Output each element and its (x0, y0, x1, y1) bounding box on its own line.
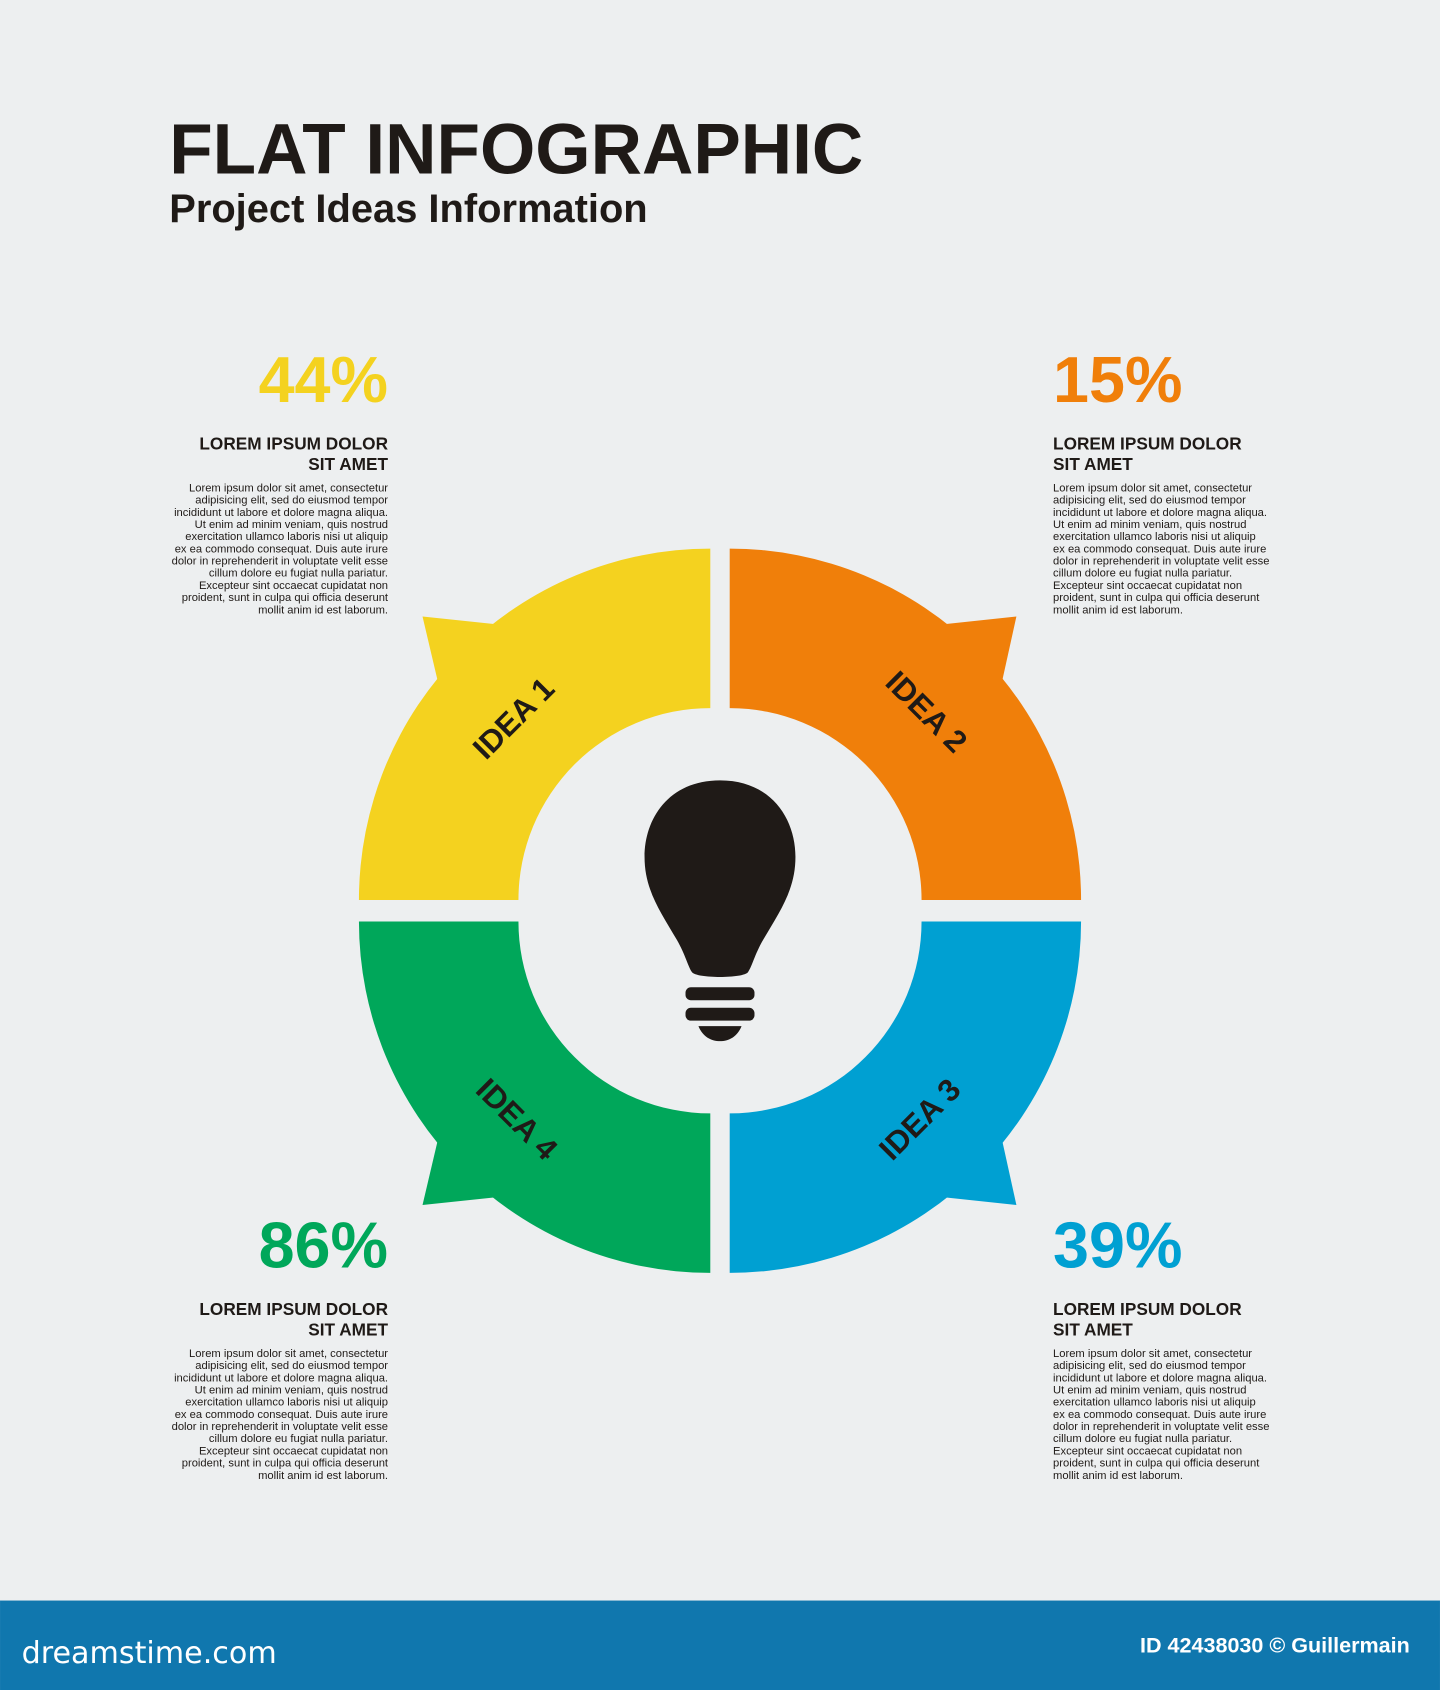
body-text-line: mollit anim id est laborum. (258, 604, 388, 616)
body-text-line: proident, sunt in culpa qui officia dese… (1053, 592, 1260, 604)
body-text-line: Ut enim ad minim veniam, quis nostrud (195, 1384, 388, 1396)
block-heading: SIT AMET (1053, 454, 1133, 474)
segment-idea-4: IDEA 4 (358, 921, 711, 1273)
lightbulb-icon (644, 780, 796, 1042)
body-text-line: Excepteur sint occaecat cupidatat non (1053, 1445, 1242, 1457)
body-text-line: proident, sunt in culpa qui officia dese… (1053, 1458, 1260, 1470)
body-text-line: cillum dolore eu fugiat nulla pariatur. (209, 568, 388, 580)
block-heading: LOREM IPSUM DOLOR (199, 1299, 388, 1319)
block-heading: SIT AMET (308, 1319, 388, 1339)
arrow-pointer (422, 616, 505, 690)
segment-arc (358, 548, 711, 900)
body-text-line: incididunt ut labore et dolore magna ali… (1053, 1372, 1267, 1384)
body-text-line: Excepteur sint occaecat cupidatat non (199, 580, 388, 592)
page-subtitle: Project Ideas Information (169, 187, 647, 231)
body-text-line: mollit anim id est laborum. (1053, 1470, 1183, 1482)
body-text-line: mollit anim id est laborum. (1053, 604, 1183, 616)
body-text-line: cillum dolore eu fugiat nulla pariatur. (1053, 1433, 1232, 1445)
body-text-line: adipisicing elit, sed do eiusmod tempor (195, 1360, 388, 1372)
body-text-line: incididunt ut labore et dolore magna ali… (174, 1372, 388, 1384)
page-title: FLAT INFOGRAPHIC (169, 111, 863, 190)
body-text-line: cillum dolore eu fugiat nulla pariatur. (1053, 568, 1232, 580)
body-text-line: Ut enim ad minim veniam, quis nostrud (1053, 1384, 1246, 1396)
body-text-line: Ut enim ad minim veniam, quis nostrud (1053, 519, 1246, 531)
segment-idea-1: IDEA 1 (358, 548, 711, 900)
percent-value: 44% (259, 343, 388, 416)
body-text-line: ex ea commodo consequat. Duis aute irure (175, 543, 388, 555)
body-text-line: dolor in reprehenderit in voluptate veli… (172, 556, 388, 568)
body-text-line: Lorem ipsum dolor sit amet, consectetur (1053, 482, 1252, 494)
body-text-line: incididunt ut labore et dolore magna ali… (1053, 507, 1267, 519)
percent-value: 39% (1053, 1209, 1182, 1282)
body-text-line: ex ea commodo consequat. Duis aute irure (175, 1409, 388, 1421)
body-text-line: cillum dolore eu fugiat nulla pariatur. (209, 1433, 388, 1445)
arrow-pointer (935, 1131, 1017, 1205)
footer-bar (0, 1600, 1440, 1690)
block-heading: LOREM IPSUM DOLOR (199, 433, 388, 453)
body-text-line: dolor in reprehenderit in voluptate veli… (172, 1421, 388, 1433)
body-text-line: exercitation ullamco laboris nisi ut ali… (1053, 1397, 1256, 1409)
body-text-line: exercitation ullamco laboris nisi ut ali… (1053, 531, 1256, 543)
segment-idea-3: IDEA 3 (729, 921, 1082, 1273)
arrow-pointer (935, 616, 1017, 690)
body-text-line: Ut enim ad minim veniam, quis nostrud (195, 519, 388, 531)
block-heading: SIT AMET (308, 454, 388, 474)
footer-logo[interactable]: dreamstime.com (22, 1636, 277, 1671)
block-heading: LOREM IPSUM DOLOR (1053, 1299, 1242, 1319)
body-text-line: adipisicing elit, sed do eiusmod tempor (1053, 495, 1246, 507)
body-text-line: Lorem ipsum dolor sit amet, consectetur (189, 482, 388, 494)
block-heading: LOREM IPSUM DOLOR (1053, 433, 1242, 453)
arrow-pointer (422, 1131, 505, 1205)
percent-value: 86% (259, 1209, 388, 1282)
body-text-line: proident, sunt in culpa qui officia dese… (182, 592, 389, 604)
body-text-line: dolor in reprehenderit in voluptate veli… (1053, 1421, 1269, 1433)
segment-arc (358, 921, 711, 1273)
body-text-line: dolor in reprehenderit in voluptate veli… (1053, 556, 1269, 568)
body-text-line: proident, sunt in culpa qui officia dese… (182, 1458, 389, 1470)
block-heading: SIT AMET (1053, 1319, 1133, 1339)
body-text-line: mollit anim id est laborum. (258, 1470, 388, 1482)
body-text-line: ex ea commodo consequat. Duis aute irure (1053, 1409, 1266, 1421)
body-text-line: Excepteur sint occaecat cupidatat non (199, 1445, 388, 1457)
body-text-line: ex ea commodo consequat. Duis aute irure (1053, 543, 1266, 555)
segment-idea-2: IDEA 2 (729, 548, 1082, 900)
body-text-line: exercitation ullamco laboris nisi ut ali… (185, 531, 388, 543)
body-text-line: Lorem ipsum dolor sit amet, consectetur (189, 1348, 388, 1360)
body-text-line: adipisicing elit, sed do eiusmod tempor (195, 495, 388, 507)
body-text-line: exercitation ullamco laboris nisi ut ali… (185, 1397, 388, 1409)
footer-credit: ID 42438030 © Guillermain (1140, 1632, 1410, 1657)
body-text-line: adipisicing elit, sed do eiusmod tempor (1053, 1360, 1246, 1372)
segment-arc (729, 921, 1082, 1273)
body-text-line: Excepteur sint occaecat cupidatat non (1053, 580, 1242, 592)
percent-value: 15% (1053, 343, 1182, 416)
segment-arc (729, 548, 1082, 900)
body-text-line: Lorem ipsum dolor sit amet, consectetur (1053, 1348, 1252, 1360)
body-text-line: incididunt ut labore et dolore magna ali… (174, 507, 388, 519)
